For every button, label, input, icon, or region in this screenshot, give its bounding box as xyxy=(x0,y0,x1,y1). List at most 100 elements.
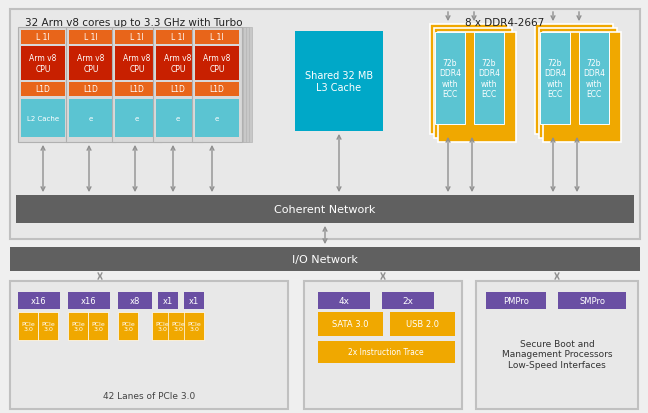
Text: x16: x16 xyxy=(31,296,47,305)
Text: PCIe
3.0: PCIe 3.0 xyxy=(155,321,169,332)
Bar xyxy=(184,292,204,309)
Bar xyxy=(19,28,69,142)
Bar xyxy=(68,312,88,340)
Bar xyxy=(10,281,288,409)
Text: 2x: 2x xyxy=(402,296,413,305)
Text: PCIe
3.0: PCIe 3.0 xyxy=(91,321,105,332)
Text: PCIe
3.0: PCIe 3.0 xyxy=(41,321,55,332)
Bar xyxy=(535,25,613,135)
Bar xyxy=(16,195,634,223)
Text: Shared 32 MB
L3 Cache: Shared 32 MB L3 Cache xyxy=(305,71,373,93)
Bar xyxy=(579,33,609,125)
Text: e: e xyxy=(215,116,219,122)
Text: PCIe
3.0: PCIe 3.0 xyxy=(71,321,85,332)
Bar xyxy=(543,33,621,142)
Text: L1D: L1D xyxy=(84,85,98,94)
Bar xyxy=(115,31,159,45)
Text: USB 2.0: USB 2.0 xyxy=(406,320,439,329)
Text: PCIe
3.0: PCIe 3.0 xyxy=(21,321,35,332)
Text: L1D: L1D xyxy=(209,85,224,94)
Bar xyxy=(156,31,200,45)
Bar xyxy=(18,28,68,142)
Bar xyxy=(156,83,200,97)
Bar xyxy=(152,312,172,340)
Bar xyxy=(382,292,434,309)
Text: 8 x DDR4-2667: 8 x DDR4-2667 xyxy=(465,18,544,28)
Text: Arm v8
CPU: Arm v8 CPU xyxy=(203,55,231,74)
Bar xyxy=(304,281,462,409)
Bar xyxy=(435,33,465,125)
Text: 72b
DDR4
with
ECC: 72b DDR4 with ECC xyxy=(583,59,605,98)
Bar xyxy=(390,312,455,336)
Bar xyxy=(539,29,617,139)
Bar xyxy=(195,83,239,97)
Bar xyxy=(476,281,638,409)
Bar xyxy=(18,292,60,309)
Text: x16: x16 xyxy=(81,296,97,305)
Bar xyxy=(160,28,210,142)
Bar xyxy=(21,31,65,45)
Text: Secure Boot and
Management Processors
Low-Speed Interfaces: Secure Boot and Management Processors Lo… xyxy=(502,339,612,369)
Text: x8: x8 xyxy=(130,296,140,305)
Text: 42 Lanes of PCIe 3.0: 42 Lanes of PCIe 3.0 xyxy=(103,392,195,401)
Bar xyxy=(10,10,640,240)
Text: PMPro: PMPro xyxy=(503,296,529,305)
Bar xyxy=(318,292,370,309)
Bar xyxy=(202,28,252,142)
Bar xyxy=(156,100,200,138)
Bar xyxy=(195,47,239,81)
Bar xyxy=(70,28,120,142)
Bar xyxy=(22,28,72,142)
Bar xyxy=(115,100,159,138)
Bar xyxy=(318,312,383,336)
Text: L 1I: L 1I xyxy=(210,33,224,43)
Bar xyxy=(199,28,249,142)
Text: 72b
DDR4
with
ECC: 72b DDR4 with ECC xyxy=(439,59,461,98)
Text: L1D: L1D xyxy=(36,85,51,94)
Bar xyxy=(122,28,172,142)
Bar xyxy=(28,28,78,142)
Text: SMPro: SMPro xyxy=(579,296,605,305)
Bar xyxy=(38,312,58,340)
Bar xyxy=(73,28,123,142)
Text: 72b
DDR4
with
ECC: 72b DDR4 with ECC xyxy=(478,59,500,98)
Bar xyxy=(115,47,159,81)
Text: x1: x1 xyxy=(163,296,173,305)
Text: PCIe
3.0: PCIe 3.0 xyxy=(121,321,135,332)
Text: L 1I: L 1I xyxy=(84,33,98,43)
Text: I/O Network: I/O Network xyxy=(292,254,358,264)
Text: e: e xyxy=(89,116,93,122)
Bar xyxy=(21,100,65,138)
Text: e: e xyxy=(135,116,139,122)
Bar xyxy=(69,31,113,45)
Text: L 1I: L 1I xyxy=(36,33,50,43)
Bar xyxy=(119,28,169,142)
Bar xyxy=(168,312,188,340)
Bar xyxy=(196,28,246,142)
Text: L 1I: L 1I xyxy=(130,33,144,43)
Bar xyxy=(66,28,116,142)
Bar xyxy=(118,292,152,309)
Bar xyxy=(68,292,110,309)
Text: x1: x1 xyxy=(189,296,199,305)
Bar xyxy=(438,33,516,142)
Text: Arm v8
CPU: Arm v8 CPU xyxy=(123,55,151,74)
Text: PCIe
3.0: PCIe 3.0 xyxy=(187,321,201,332)
Text: Arm v8
CPU: Arm v8 CPU xyxy=(165,55,192,74)
Text: L2 Cache: L2 Cache xyxy=(27,116,59,122)
Bar xyxy=(158,292,178,309)
Text: 2x Instruction Trace: 2x Instruction Trace xyxy=(348,348,424,357)
Bar xyxy=(184,312,204,340)
Text: Coherent Network: Coherent Network xyxy=(274,204,376,214)
Bar xyxy=(116,28,166,142)
Text: Arm v8
CPU: Arm v8 CPU xyxy=(77,55,105,74)
Text: Arm v8
CPU: Arm v8 CPU xyxy=(29,55,56,74)
Bar xyxy=(295,32,383,132)
Bar xyxy=(69,83,113,97)
Bar xyxy=(69,47,113,81)
Bar xyxy=(25,28,75,142)
Text: e: e xyxy=(176,116,180,122)
Text: L 1I: L 1I xyxy=(171,33,185,43)
Bar xyxy=(163,28,213,142)
Bar xyxy=(430,25,508,135)
